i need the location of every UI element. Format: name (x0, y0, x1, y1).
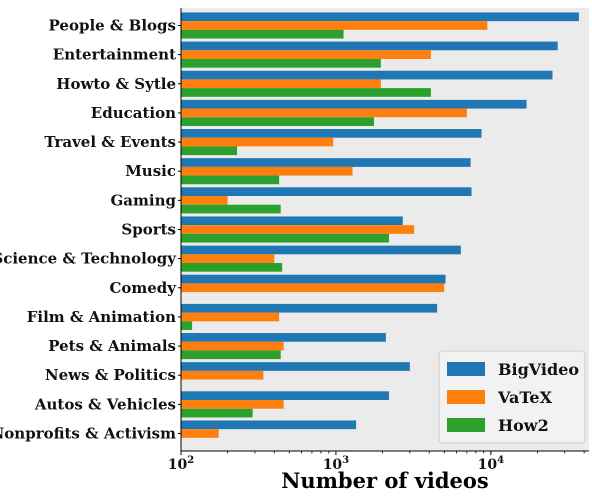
legend-label-how2: How2 (498, 416, 549, 435)
bar-vatex (181, 312, 280, 322)
bar-vatex (181, 196, 228, 205)
bar-vatex (181, 429, 219, 438)
bar-vatex (181, 370, 264, 380)
bar-how2 (181, 408, 253, 418)
bar-vatex (181, 341, 284, 351)
bar-how2 (181, 321, 193, 330)
bar-bigvideo (181, 12, 579, 22)
category-label: Music (125, 162, 176, 180)
bar-how2 (181, 175, 280, 185)
category-label: Education (91, 104, 176, 122)
bar-bigvideo (181, 391, 389, 401)
bar-bigvideo (181, 303, 438, 313)
bar-how2 (181, 29, 344, 39)
bar-how2 (181, 146, 238, 156)
bar-how2 (181, 262, 283, 272)
x-axis-label: Number of videos (281, 468, 489, 493)
category-label: Entertainment (53, 46, 176, 64)
bar-how2 (181, 117, 374, 126)
legend-label-vatex: VaTeX (497, 388, 553, 407)
bar-bigvideo (181, 420, 357, 430)
legend-swatch-how2 (447, 418, 485, 432)
bar-bigvideo (181, 362, 410, 371)
legend: BigVideo VaTeX How2 (438, 350, 586, 444)
bar-bigvideo (181, 99, 527, 109)
bar-bigvideo (181, 129, 482, 138)
bar-bigvideo (181, 187, 472, 197)
bar-bigvideo (181, 333, 386, 342)
category-label: Gaming (111, 191, 177, 209)
legend-swatch-vatex (447, 390, 485, 404)
bars-group (181, 12, 579, 438)
x-axis-ticks: 102 103 104 (168, 451, 585, 473)
category-label: Sports (121, 221, 176, 239)
bar-vatex (181, 166, 353, 176)
bar-vatex (181, 254, 275, 263)
bar-vatex (181, 108, 467, 118)
category-label: News & Politics (45, 366, 176, 384)
category-label: People & Blogs (49, 16, 176, 34)
bar-vatex (181, 225, 415, 234)
bar-bigvideo (181, 245, 461, 255)
bar-bigvideo (181, 41, 558, 51)
bar-bigvideo (181, 158, 471, 167)
category-label: Science & Technology (0, 250, 177, 268)
bar-how2 (181, 88, 431, 97)
category-label: Autos & Vehicles (34, 395, 176, 413)
bar-how2 (181, 233, 389, 243)
bar-vatex (181, 79, 381, 89)
category-label: Howto & Sytle (56, 75, 176, 93)
x-tick-label: 102 (168, 455, 194, 473)
category-label: Film & Animation (27, 308, 176, 326)
category-label: Pets & Animals (48, 337, 176, 355)
category-label: Nonprofits & Activism (0, 425, 176, 443)
legend-swatch-bigvideo (447, 362, 485, 376)
bar-how2 (181, 204, 281, 214)
bar-bigvideo (181, 70, 553, 80)
category-label: Travel & Events (44, 133, 176, 151)
category-label: Comedy (109, 279, 177, 297)
bar-bigvideo (181, 274, 446, 284)
bar-vatex (181, 137, 334, 147)
bar-vatex (181, 21, 488, 30)
bar-vatex (181, 400, 284, 409)
bar-bigvideo (181, 216, 403, 226)
bar-how2 (181, 58, 381, 68)
category-labels: People & Blogs Entertainment Howto & Sytle… (0, 16, 181, 443)
x-tick-label: 103 (323, 455, 349, 473)
bar-vatex (181, 50, 431, 59)
bar-how2 (181, 350, 281, 360)
x-tick-label: 104 (478, 455, 504, 473)
bar-vatex (181, 283, 445, 293)
legend-label-bigvideo: BigVideo (498, 360, 579, 379)
